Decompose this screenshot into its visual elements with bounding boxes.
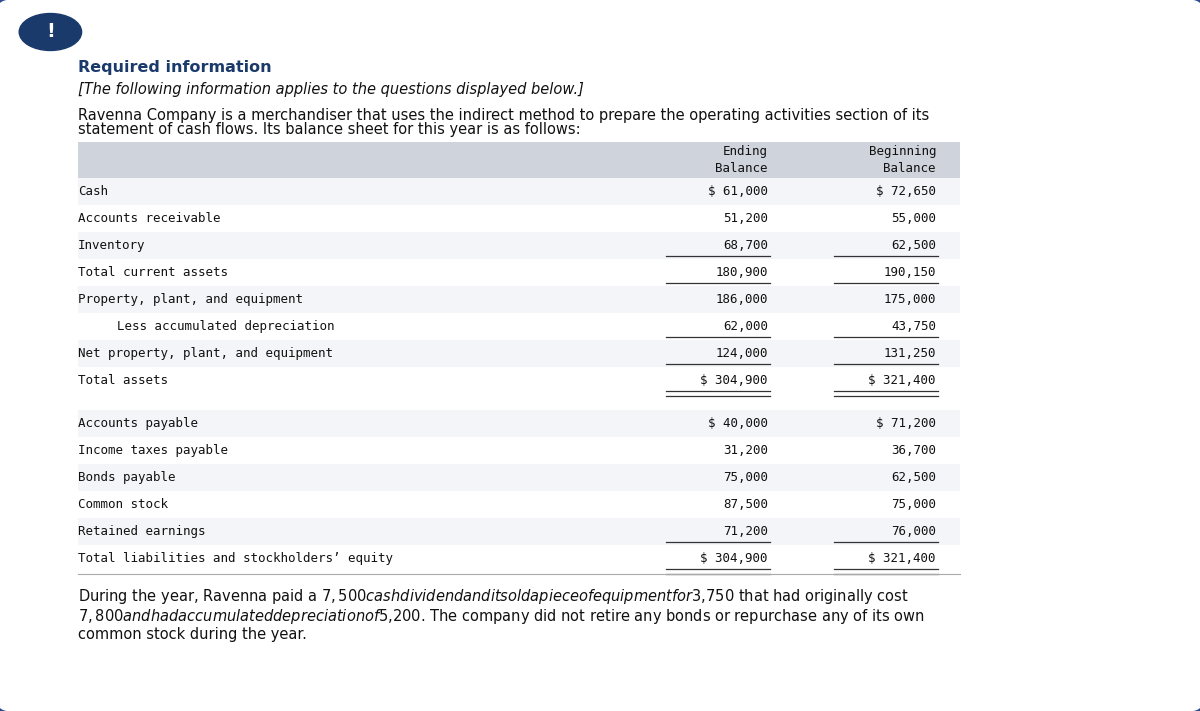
Text: Income taxes payable: Income taxes payable [78,444,228,456]
Text: 124,000: 124,000 [715,347,768,360]
Text: $ 40,000: $ 40,000 [708,417,768,429]
Text: Cash: Cash [78,185,108,198]
Text: $ 304,900: $ 304,900 [701,374,768,387]
Text: 175,000: 175,000 [883,293,936,306]
Text: Ending
Balance: Ending Balance [715,145,768,174]
Text: 186,000: 186,000 [715,293,768,306]
Text: statement of cash flows. Its balance sheet for this year is as follows:: statement of cash flows. Its balance she… [78,122,581,137]
Text: Bonds payable: Bonds payable [78,471,175,483]
Text: $7,800 and had accumulated depreciation of $5,200. The company did not retire an: $7,800 and had accumulated depreciation … [78,607,924,626]
Text: Total assets: Total assets [78,374,168,387]
Text: 62,500: 62,500 [890,239,936,252]
Text: Net property, plant, and equipment: Net property, plant, and equipment [78,347,334,360]
Text: 62,000: 62,000 [722,320,768,333]
Text: $ 72,650: $ 72,650 [876,185,936,198]
Text: common stock during the year.: common stock during the year. [78,627,307,642]
Text: 51,200: 51,200 [722,212,768,225]
Text: Accounts receivable: Accounts receivable [78,212,221,225]
Text: 62,500: 62,500 [890,471,936,483]
Text: $ 71,200: $ 71,200 [876,417,936,429]
Text: Property, plant, and equipment: Property, plant, and equipment [78,293,302,306]
Text: Total liabilities and stockholders’ equity: Total liabilities and stockholders’ equi… [78,552,394,565]
Text: Beginning
Balance: Beginning Balance [869,145,936,174]
Text: Ravenna Company is a merchandiser that uses the indirect method to prepare the o: Ravenna Company is a merchandiser that u… [78,108,929,123]
Text: 180,900: 180,900 [715,266,768,279]
Text: During the year, Ravenna paid a $7,500 cash dividend and it sold a piece of equi: During the year, Ravenna paid a $7,500 c… [78,587,908,606]
Text: Required information: Required information [78,60,271,75]
Text: 131,250: 131,250 [883,347,936,360]
Text: 31,200: 31,200 [722,444,768,456]
Text: 87,500: 87,500 [722,498,768,510]
Text: $ 321,400: $ 321,400 [869,552,936,565]
Text: Inventory: Inventory [78,239,145,252]
Text: $ 61,000: $ 61,000 [708,185,768,198]
Text: Total current assets: Total current assets [78,266,228,279]
Text: Retained earnings: Retained earnings [78,525,205,538]
Text: Common stock: Common stock [78,498,168,510]
Text: 75,000: 75,000 [722,471,768,483]
Text: Accounts payable: Accounts payable [78,417,198,429]
Text: 36,700: 36,700 [890,444,936,456]
Text: [The following information applies to the questions displayed below.]: [The following information applies to th… [78,82,584,97]
Text: 71,200: 71,200 [722,525,768,538]
Text: 75,000: 75,000 [890,498,936,510]
Text: $ 321,400: $ 321,400 [869,374,936,387]
Text: Less accumulated depreciation: Less accumulated depreciation [102,320,335,333]
Text: 43,750: 43,750 [890,320,936,333]
Text: 190,150: 190,150 [883,266,936,279]
Text: $ 304,900: $ 304,900 [701,552,768,565]
Text: !: ! [46,23,55,41]
Text: 68,700: 68,700 [722,239,768,252]
Text: 55,000: 55,000 [890,212,936,225]
Text: 76,000: 76,000 [890,525,936,538]
